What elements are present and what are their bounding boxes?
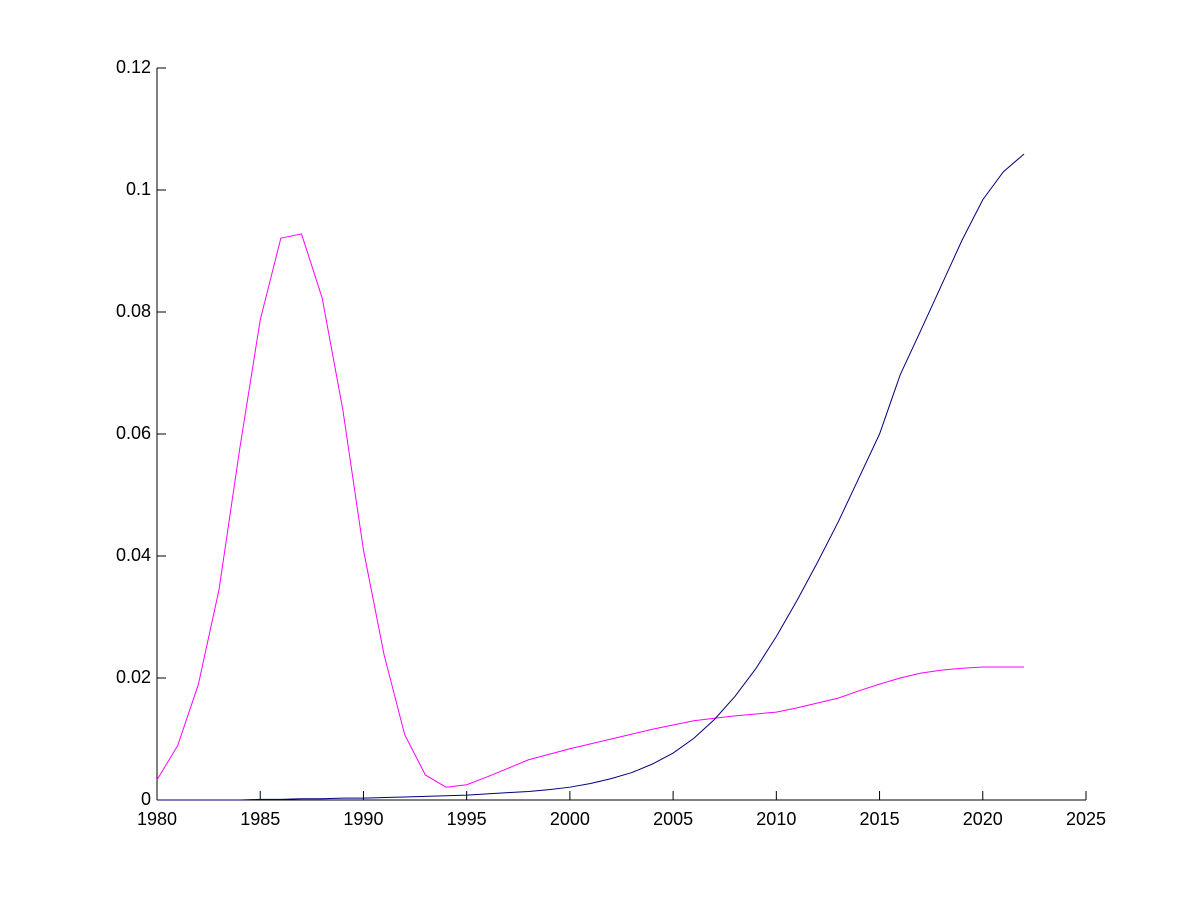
x-tick-label: 2005: [653, 809, 693, 829]
x-tick-label: 1980: [137, 809, 177, 829]
y-tick-label: 0.06: [116, 423, 151, 443]
y-tick-label: 0: [141, 789, 151, 809]
line-series: [157, 153, 1025, 801]
x-tick-label: 2000: [550, 809, 590, 829]
y-tick-label: 0.1: [126, 179, 151, 199]
line-series: [156, 233, 1025, 788]
y-tick-label: 0.02: [116, 667, 151, 687]
y-tick-label: 0.12: [116, 57, 151, 77]
x-tick-label: 2010: [756, 809, 796, 829]
y-tick-label: 0.08: [116, 301, 151, 321]
x-tick-label: 2015: [860, 809, 900, 829]
x-tick-label: 2020: [963, 809, 1003, 829]
y-tick-label: 0.04: [116, 545, 151, 565]
x-tick-label: 1990: [343, 809, 383, 829]
x-tick-label: 2025: [1066, 809, 1106, 829]
x-tick-label: 1985: [240, 809, 280, 829]
x-tick-label: 1995: [447, 809, 487, 829]
